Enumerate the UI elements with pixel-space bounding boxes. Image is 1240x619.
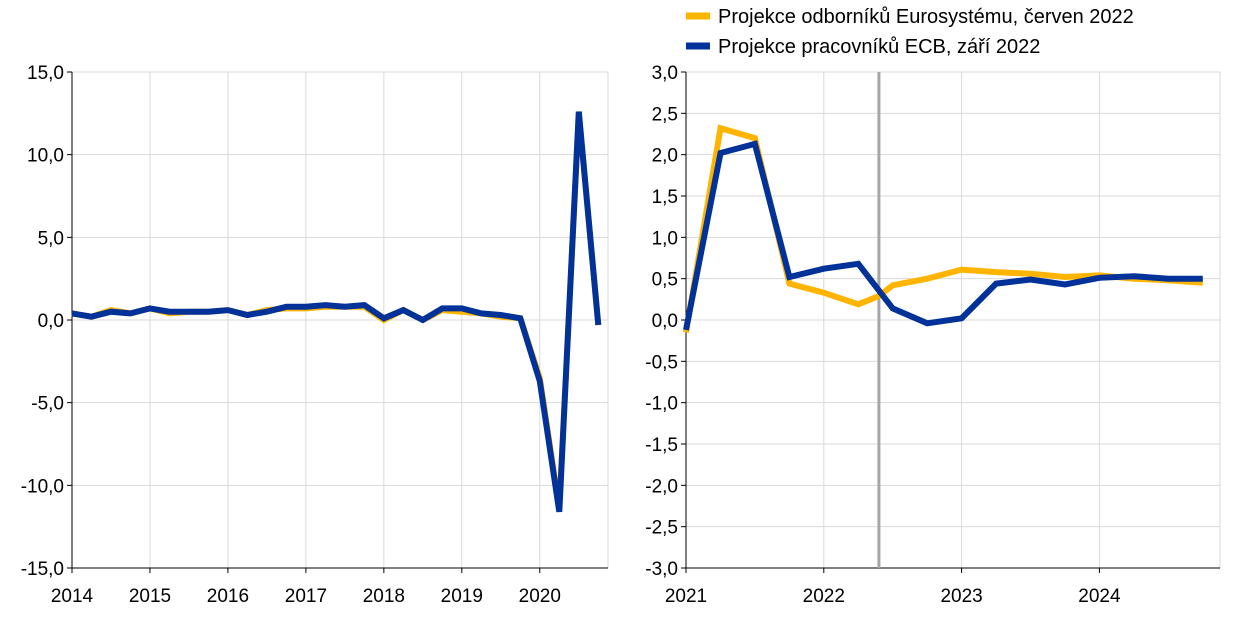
y-tick-label: -0,5 — [645, 352, 678, 373]
series-line-projekce-pracovn-k-ecb-z-2022 — [72, 112, 598, 512]
right-chart-panel: 3,0 2,5 2,0 1,5 1,0 0,5 0,0 -0,5 -1,0 -1,5 -2,0 -2,… — [645, 63, 1220, 607]
legend-label-september-2022: Projekce pracovníků ECB, září 2022 — [718, 36, 1040, 58]
x-tick-label: 2022 — [803, 586, 845, 607]
y-tick-label: 5,0 — [38, 228, 64, 249]
y-tick-label: 2,0 — [652, 146, 678, 167]
y-tick-label: 1,0 — [652, 228, 678, 249]
y-tick-label: 10,0 — [27, 146, 64, 167]
legend-label-june-2022: Projekce odborníků Eurosystému, červen 2… — [718, 6, 1134, 28]
y-tick-label: 0,0 — [38, 311, 64, 332]
x-tick-label: 2017 — [285, 586, 327, 607]
y-tick-label: 1,5 — [652, 187, 678, 208]
y-tick-label: -2,5 — [645, 518, 678, 539]
x-tick-label: 2024 — [1078, 586, 1121, 607]
y-tick-label: -2,0 — [645, 476, 678, 497]
y-tick-label: -5,0 — [31, 394, 64, 415]
y-tick-label: -10,0 — [21, 476, 64, 497]
x-tick-label: 2020 — [519, 586, 561, 607]
y-tick-label: 0,0 — [652, 311, 678, 332]
x-tick-label: 2019 — [441, 586, 483, 607]
y-tick-label: -15,0 — [21, 559, 64, 580]
y-tick-label: 3,0 — [652, 63, 678, 84]
y-tick-label: 0,5 — [652, 270, 678, 291]
y-tick-label: 2,5 — [652, 104, 678, 125]
y-tick-label: -3,0 — [645, 559, 678, 580]
x-tick-label: 2021 — [665, 586, 707, 607]
legend: Projekce odborníků Eurosystému, červen 2… — [686, 6, 1134, 58]
x-tick-label: 2014 — [51, 586, 94, 607]
x-tick-label: 2016 — [207, 586, 249, 607]
y-tick-label: -1,5 — [645, 435, 678, 456]
left-chart-panel: 15,0 10,0 5,0 0,0 -5,0 -10,0 -15,0 2014 2015 2016… — [21, 63, 608, 607]
x-tick-label: 2018 — [363, 586, 405, 607]
y-tick-label: -1,0 — [645, 394, 678, 415]
y-tick-label: 15,0 — [27, 63, 64, 84]
x-tick-label: 2015 — [129, 586, 171, 607]
x-tick-label: 2023 — [940, 586, 982, 607]
series-line-projekce-odborn-k-eurosyst-mu-erven-2022 — [686, 128, 1203, 332]
